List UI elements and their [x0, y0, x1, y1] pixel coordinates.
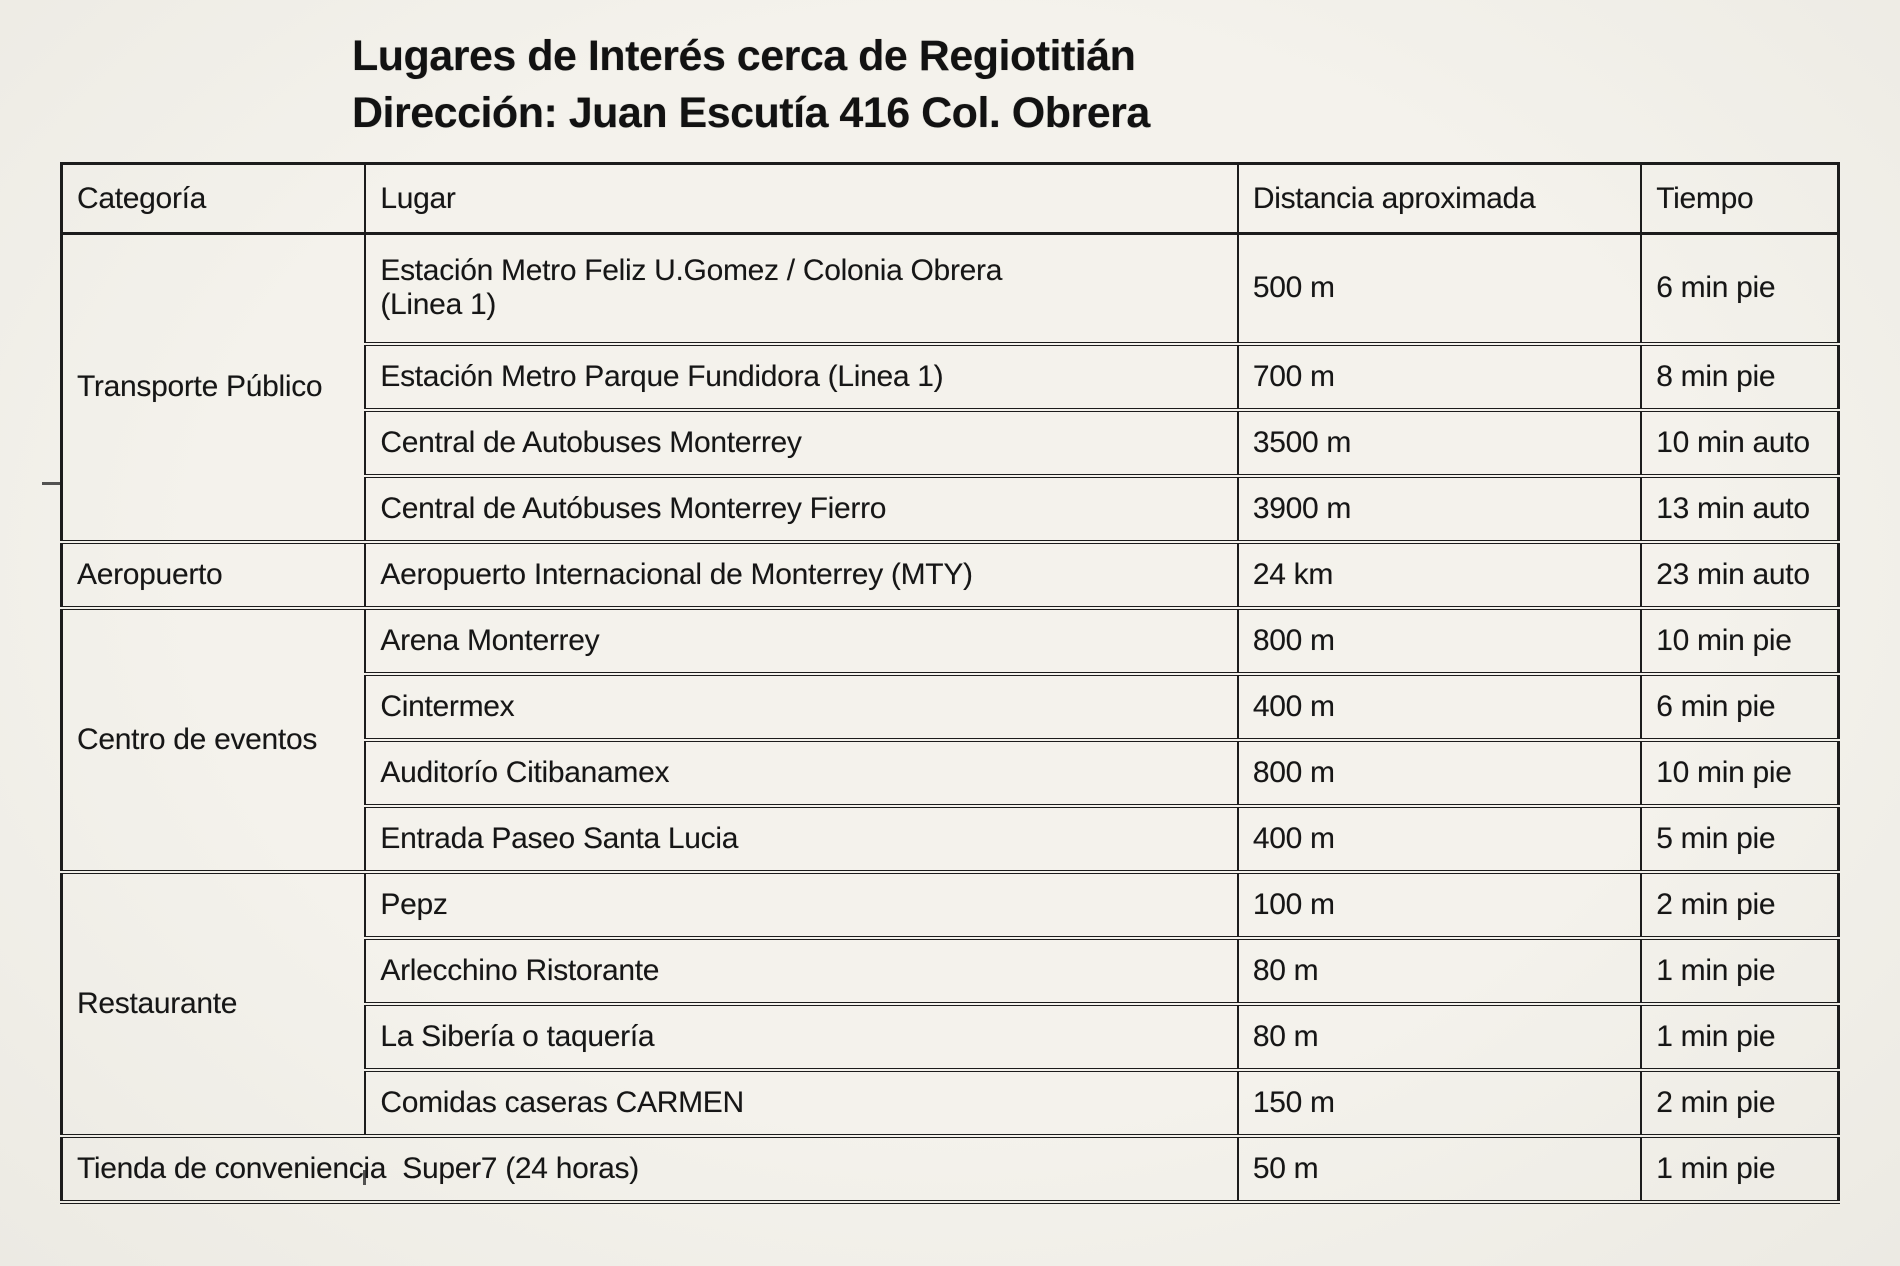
- lugar-cell: Pepz: [364, 869, 1239, 940]
- lugar-cell: Aeropuerto Internacional de Monterrey (M…: [364, 539, 1239, 610]
- distancia-cell: 800 m: [1236, 737, 1643, 808]
- tiempo-cell: 5 min pie: [1640, 803, 1840, 874]
- tiempo-cell: 1 min pie: [1640, 1001, 1840, 1072]
- page-title-line2: Dirección: Juan Escutía 416 Col. Obrera: [352, 89, 1150, 137]
- table-row: Comidas caseras CARMEN 150 m 2 min pie: [62, 1067, 1840, 1138]
- tiempo-cell: 6 min pie: [1640, 671, 1840, 742]
- places-table: Categoría Lugar Distancia aproximada Tie…: [60, 162, 1840, 1204]
- distancia-cell: 400 m: [1236, 803, 1643, 874]
- column-header-categoria: Categoría: [60, 162, 367, 235]
- lugar-cell: Estación Metro Feliz U.Gomez / Colonia O…: [364, 232, 1239, 346]
- column-header-lugar: Lugar: [364, 162, 1239, 235]
- table-row: Estación Metro Parque Fundidora (Linea 1…: [62, 341, 1840, 412]
- distancia-cell: 80 m: [1236, 935, 1643, 1006]
- scan-artifact-tick-vertical: [363, 1170, 366, 1185]
- scan-artifact-tick-horizontal: [42, 482, 60, 485]
- table-row: Transporte Público Estación Metro Feliz …: [60, 232, 1840, 544]
- table-row: Tienda de conveniencia Super7 (24 horas)…: [60, 1133, 1840, 1204]
- distancia-cell: 150 m: [1236, 1067, 1643, 1138]
- tiempo-cell: 23 min auto: [1640, 539, 1840, 610]
- distancia-cell: 50 m: [1236, 1133, 1643, 1204]
- distancia-cell: 3900 m: [1236, 473, 1643, 544]
- lugar-cell: Auditorío Citibanamex: [364, 737, 1239, 808]
- tiempo-cell: 10 min pie: [1640, 737, 1840, 808]
- table-header-row: Categoría Lugar Distancia aproximada Tie…: [60, 162, 1840, 235]
- tiempo-cell: 6 min pie: [1640, 232, 1840, 346]
- table-row: Entrada Paseo Santa Lucia 400 m 5 min pi…: [62, 803, 1840, 874]
- table-row: Arlecchino Ristorante 80 m 1 min pie: [62, 935, 1840, 1006]
- lugar-cell: Arena Monterrey: [364, 605, 1239, 676]
- table-row: Central de Autóbuses Monterrey Fierro 39…: [62, 473, 1840, 544]
- tiempo-cell: 2 min pie: [1640, 1067, 1840, 1138]
- lugar-cell: Central de Autobuses Monterrey: [364, 407, 1239, 478]
- column-header-distancia: Distancia aproximada: [1236, 162, 1643, 235]
- lugar-cell: Arlecchino Ristorante: [364, 935, 1239, 1006]
- tiempo-cell: 10 min pie: [1640, 605, 1840, 676]
- lugar-cell: Comidas caseras CARMEN: [364, 1067, 1239, 1138]
- tiempo-cell: 8 min pie: [1640, 341, 1840, 412]
- lugar-cell: La Sibería o taquería: [364, 1001, 1239, 1072]
- category-cell-restaurante: Restaurante: [60, 869, 367, 1138]
- tiempo-cell: 1 min pie: [1640, 935, 1840, 1006]
- column-header-tiempo: Tiempo: [1640, 162, 1840, 235]
- distancia-cell: 24 km: [1236, 539, 1643, 610]
- table-row: La Sibería o taquería 80 m 1 min pie: [62, 1001, 1840, 1072]
- distancia-cell: 400 m: [1236, 671, 1643, 742]
- distancia-cell: 800 m: [1236, 605, 1643, 676]
- category-cell-transporte-publico: Transporte Público: [60, 232, 367, 544]
- table-row: Restaurante Pepz 100 m 2 min pie: [60, 869, 1840, 1138]
- distancia-cell: 700 m: [1236, 341, 1643, 412]
- tiempo-cell: 10 min auto: [1640, 407, 1840, 478]
- distancia-cell: 80 m: [1236, 1001, 1643, 1072]
- distancia-cell: 500 m: [1236, 232, 1643, 346]
- footer-label-cell: Tienda de conveniencia Super7 (24 horas): [60, 1133, 1239, 1204]
- lugar-cell: Cintermex: [364, 671, 1239, 742]
- page-title-line1: Lugares de Interés cerca de Regiotitián: [352, 32, 1136, 80]
- category-cell-aeropuerto: Aeropuerto: [60, 539, 367, 610]
- table-row: Auditorío Citibanamex 800 m 10 min pie: [62, 737, 1840, 808]
- table-row: Centro de eventos Arena Monterrey 800 m …: [60, 605, 1840, 874]
- tiempo-cell: 1 min pie: [1640, 1133, 1840, 1204]
- table-row: Cintermex 400 m 6 min pie: [62, 671, 1840, 742]
- table-row: Central de Autobuses Monterrey 3500 m 10…: [62, 407, 1840, 478]
- distancia-cell: 100 m: [1236, 869, 1643, 940]
- lugar-cell: Entrada Paseo Santa Lucia: [364, 803, 1239, 874]
- document-title: Lugares de Interés cerca de Regiotitián …: [352, 28, 1150, 142]
- lugar-cell: Estación Metro Parque Fundidora (Linea 1…: [364, 341, 1239, 412]
- distancia-cell: 3500 m: [1236, 407, 1643, 478]
- lugar-cell: Central de Autóbuses Monterrey Fierro: [364, 473, 1239, 544]
- tiempo-cell: 13 min auto: [1640, 473, 1840, 544]
- category-cell-centro-de-eventos: Centro de eventos: [60, 605, 367, 874]
- tiempo-cell: 2 min pie: [1640, 869, 1840, 940]
- table-row: Aeropuerto Aeropuerto Internacional de M…: [60, 539, 1840, 610]
